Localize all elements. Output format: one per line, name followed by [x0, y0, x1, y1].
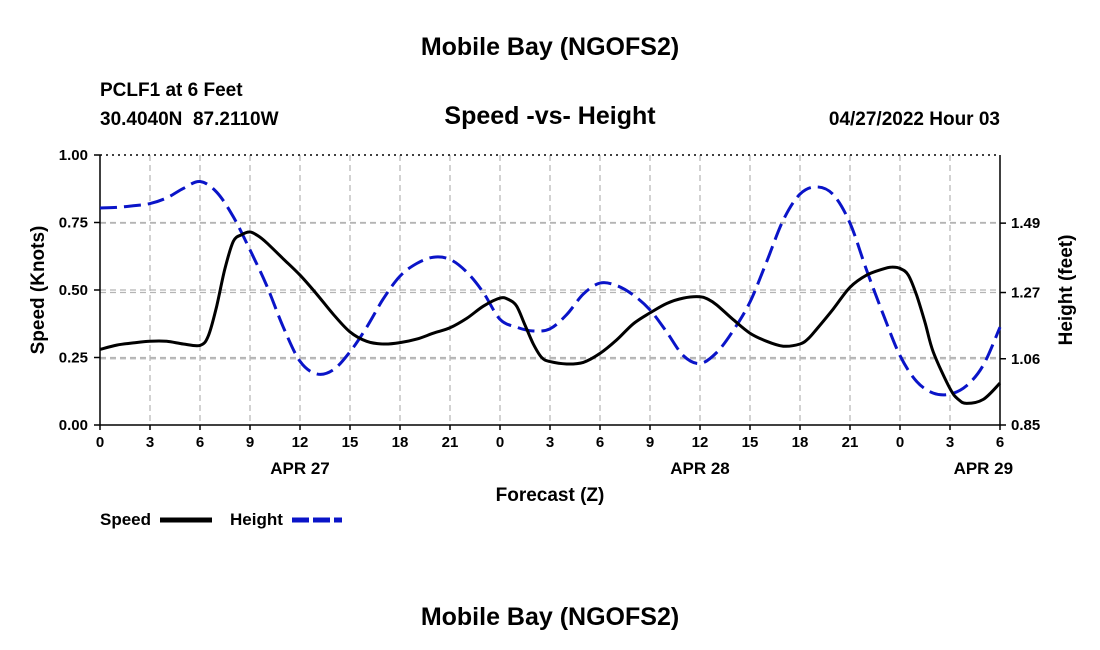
timestamp-label: 04/27/2022 Hour 03 — [829, 109, 1000, 130]
y-right-tick-label-2: 1.27 — [1011, 285, 1040, 302]
coordinates-label: 30.4040N 87.2110W — [100, 109, 279, 130]
x-tick-label-5: 15 — [342, 434, 359, 451]
axes: 0 3 6 9 12 15 18 21 0 3 6 9 12 15 18 21 0 3 6 APR 27 APR 28 A… — [59, 147, 1040, 478]
x-axis-title: Forecast (Z) — [496, 485, 605, 506]
legend: Speed Height — [100, 510, 342, 529]
y-left-tick-label-3: 0.75 — [59, 215, 88, 232]
legend-label-speed: Speed — [100, 510, 151, 529]
x-tick-label-7: 21 — [442, 434, 459, 451]
x-tick-label-15: 21 — [842, 434, 859, 451]
x-tick-label-4: 12 — [292, 434, 309, 451]
legend-label-height: Height — [230, 510, 283, 529]
x-tick-label-9: 3 — [546, 434, 554, 451]
chart-title: Mobile Bay (NGOFS2) — [421, 33, 679, 61]
x-tick-label-12: 12 — [692, 434, 709, 451]
y-axis-right-title: Height (feet) — [1056, 235, 1077, 346]
x-tick-label-18: 6 — [996, 434, 1004, 451]
x-tick-label-8: 0 — [496, 434, 504, 451]
x-tick-label-11: 9 — [646, 434, 654, 451]
y-left-tick-label-4: 1.00 — [59, 147, 88, 164]
series-line-speed — [99, 230, 1002, 405]
x-tick-label-17: 3 — [946, 434, 954, 451]
grid — [100, 155, 1000, 425]
x-tick-label-16: 0 — [896, 434, 904, 451]
x-tick-label-6: 18 — [392, 434, 409, 451]
x-tick-label-13: 15 — [742, 434, 759, 451]
y-left-tick-label-0: 0.00 — [59, 417, 88, 434]
y-left-tick-label-1: 0.25 — [59, 350, 88, 367]
y-right-tick-label-0: 0.85 — [1011, 417, 1040, 434]
date-label-2: APR 29 — [954, 459, 1014, 478]
x-tick-label-14: 18 — [792, 434, 809, 451]
date-label-0: APR 27 — [270, 459, 330, 478]
y-left-tick-label-2: 0.50 — [59, 282, 88, 299]
x-tick-label-2: 6 — [196, 434, 204, 451]
x-tick-label-3: 9 — [246, 434, 254, 451]
series — [99, 179, 1002, 405]
x-tick-label-10: 6 — [596, 434, 604, 451]
station-label: PCLF1 at 6 Feet — [100, 80, 243, 101]
y-right-tick-label-3: 1.49 — [1011, 215, 1040, 232]
y-axis-left-title: Speed (Knots) — [28, 226, 49, 355]
y-right-tick-label-1: 1.06 — [1011, 351, 1040, 368]
footer-title: Mobile Bay (NGOFS2) — [421, 603, 679, 631]
date-label-1: APR 28 — [670, 459, 730, 478]
chart-subtitle: Speed -vs- Height — [444, 102, 656, 130]
series-line-height — [99, 179, 1002, 397]
x-tick-label-0: 0 — [96, 434, 104, 451]
x-tick-label-1: 3 — [146, 434, 154, 451]
